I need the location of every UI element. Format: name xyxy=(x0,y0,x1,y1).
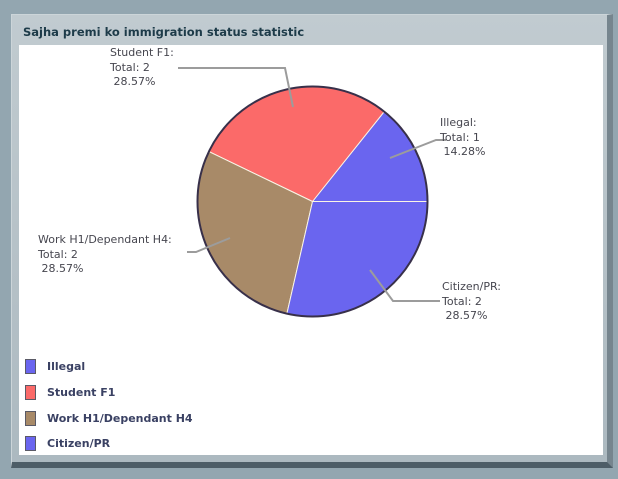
legend-label: Illegal xyxy=(47,360,86,373)
legend-item-citizen-pr: Citizen/PR xyxy=(25,436,110,451)
legend-swatch-work-h1-dependant-h4 xyxy=(25,411,36,426)
legend-item-work-h1-dependant-h4: Work H1/Dependant H4 xyxy=(25,411,193,426)
pie-chart xyxy=(178,67,446,318)
slice-label-line: 14.28% xyxy=(440,145,486,158)
legend-item-illegal: Illegal xyxy=(25,359,85,374)
window-title: Sajha premi ko immigration status statis… xyxy=(23,25,305,39)
slice-label-line: Total: 2 xyxy=(442,294,482,308)
callout-line-illegal xyxy=(389,139,446,159)
legend-swatch-citizen-pr xyxy=(25,436,36,451)
legend-item-student-f1: Student F1 xyxy=(25,385,115,400)
pie-outline xyxy=(196,85,429,318)
slice-label-line: Illegal: xyxy=(440,116,477,129)
slice-label-work-h1-dependant-h4: Work H1/Dependant H4: Total: 2 28.57% xyxy=(38,233,172,277)
callout-line-citizen-pr xyxy=(369,269,440,302)
slice-label-line: 28.57% xyxy=(110,75,156,88)
legend-label: Work H1/Dependant H4 xyxy=(47,412,193,425)
legend-label: Citizen/PR xyxy=(47,437,111,450)
legend-swatch-illegal xyxy=(25,359,36,374)
callout-line-work-h1-dependant-h4 xyxy=(187,237,231,253)
slice-label-line: 28.57% xyxy=(38,262,84,275)
slice-label-line: Total: 2 xyxy=(38,247,78,261)
slice-label-line: Citizen/PR: xyxy=(442,280,501,293)
slice-label-line: Student F1: xyxy=(110,46,174,59)
slice-label-line: Total: 1 xyxy=(440,130,480,144)
slice-label-citizen-pr: Citizen/PR: Total: 2 28.57% xyxy=(442,280,501,324)
slice-label-illegal: Illegal: Total: 1 14.28% xyxy=(440,116,485,160)
chart-window: Sajha premi ko immigration status statis… xyxy=(11,14,613,468)
callout-line-student-f1 xyxy=(178,67,294,108)
slice-label-line: 28.57% xyxy=(442,309,488,322)
slice-label-student-f1: Student F1: Total: 2 28.57% xyxy=(110,46,174,90)
chart-canvas: Student F1: Total: 2 28.57% Illegal: Tot… xyxy=(19,45,603,455)
slice-label-line: Work H1/Dependant H4: xyxy=(38,233,172,246)
legend-swatch-student-f1 xyxy=(25,385,36,400)
slice-label-line: Total: 2 xyxy=(110,60,150,74)
legend-label: Student F1 xyxy=(47,386,116,399)
